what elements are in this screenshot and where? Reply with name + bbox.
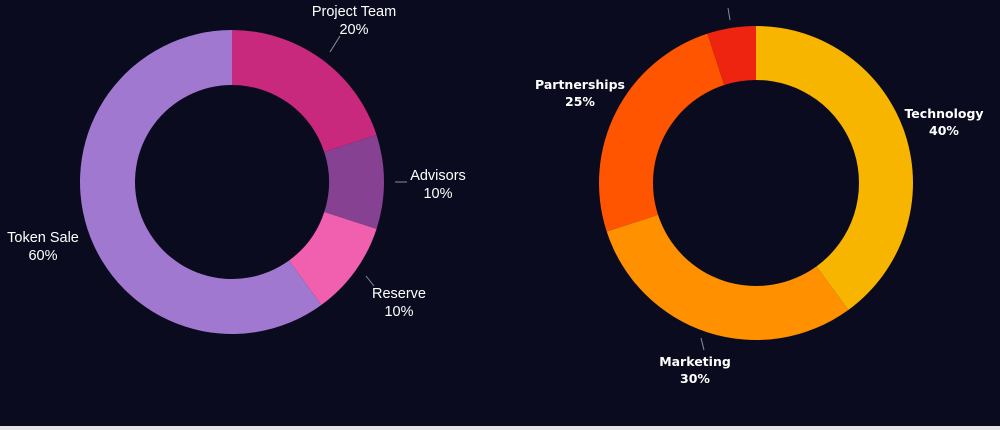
label-name-token-sale: Token Sale (7, 230, 79, 246)
label-value-advisors: 10% (423, 186, 452, 202)
label-technology: Technology 40% (904, 106, 983, 138)
label-project-team: Project Team 20% (312, 4, 396, 38)
slice-reserve[interactable] (289, 211, 377, 305)
label-value-token-sale: 60% (28, 248, 57, 264)
label-name-reserve: Reserve (372, 286, 426, 302)
label-name-advisors: Advisors (410, 168, 466, 184)
label-value-5: 5% (716, 0, 738, 3)
leader-line-marketing (700, 337, 705, 351)
fund-allocation-donut: Technology 40% Marketing 30% Partnerships 25%… (535, 0, 984, 386)
label-value-marketing: 30% (680, 371, 710, 386)
slice-5[interactable] (707, 26, 756, 86)
label-reserve: Reserve 10% (372, 286, 426, 320)
label-value-project-team: 20% (339, 22, 368, 38)
label-value-reserve: 10% (384, 304, 413, 320)
slice-partnerships[interactable] (599, 33, 725, 232)
label-name-partnerships: Partnerships (535, 77, 625, 92)
bottom-scroll-strip (0, 426, 1000, 430)
leader-line-reserve (365, 275, 375, 287)
slice-project-team[interactable] (232, 30, 377, 153)
label-value-technology: 40% (929, 123, 959, 138)
label-token-sale: Token Sale 60% (7, 230, 79, 264)
leader-line-project-team (329, 35, 341, 53)
slice-marketing[interactable] (606, 214, 849, 341)
label-5: 5% (716, 0, 738, 3)
label-partnerships: Partnerships 25% (535, 77, 625, 109)
label-marketing: Marketing 30% (659, 354, 731, 386)
label-name-project-team: Project Team (312, 4, 396, 20)
token-allocation-donut: Project Team 20% Advisors 10% Reserve 10% Toke… (7, 4, 466, 334)
label-name-marketing: Marketing (659, 354, 731, 369)
label-advisors: Advisors 10% (410, 168, 466, 202)
slice-token-sale[interactable] (79, 30, 322, 334)
leader-line-5 (727, 7, 731, 21)
label-name-technology: Technology (904, 106, 983, 121)
slice-advisors[interactable] (324, 135, 384, 229)
label-value-partnerships: 25% (565, 94, 595, 109)
slice-technology[interactable] (756, 26, 913, 311)
